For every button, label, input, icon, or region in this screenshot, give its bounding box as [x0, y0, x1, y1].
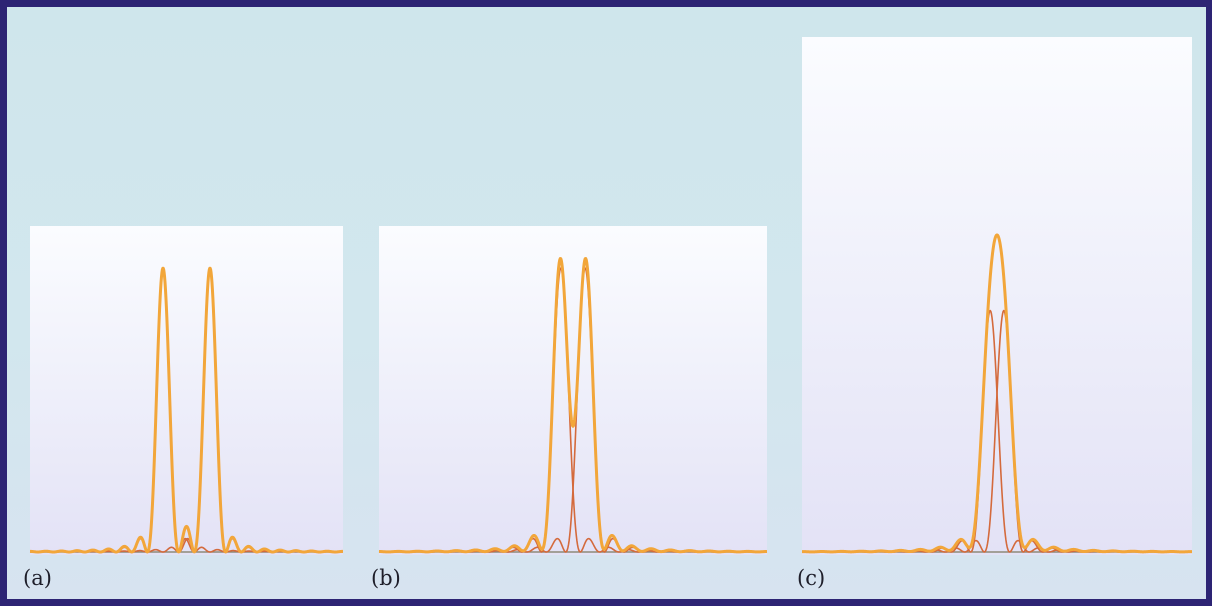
- panel-label-c: (c): [797, 566, 826, 590]
- panel-label-a: (a): [23, 566, 52, 590]
- plot-b: [378, 257, 768, 554]
- plot-panel-c: [801, 37, 1193, 555]
- series-line-source-2: [378, 267, 768, 553]
- series-line-source-1: [378, 267, 768, 553]
- series-line-sum: [28, 266, 345, 554]
- panel-label-b: (b): [371, 566, 401, 590]
- series-line-sum: [378, 257, 768, 554]
- series-line-sum: [801, 233, 1193, 554]
- plot-panel-b: [378, 226, 768, 555]
- series-line-source-1: [801, 309, 1193, 553]
- plot-c: [801, 233, 1193, 554]
- plot-panel-a: [28, 226, 345, 555]
- plot-a: [28, 266, 345, 554]
- series-line-source-2: [29, 267, 344, 553]
- series-line-source-2: [801, 309, 1193, 553]
- series-line-source-1: [29, 267, 344, 553]
